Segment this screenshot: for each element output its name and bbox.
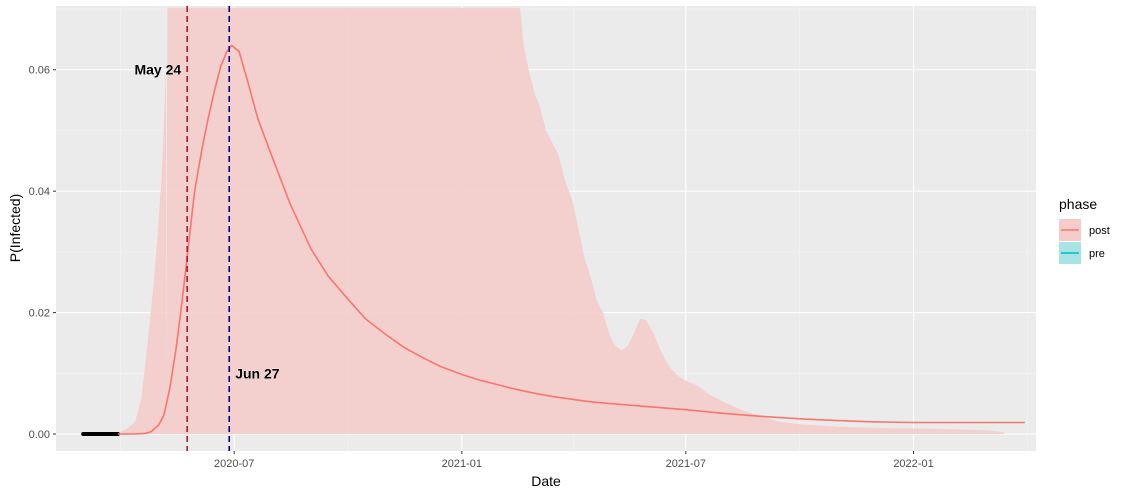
x-axis-title: Date — [531, 473, 561, 489]
vline-label: Jun 27 — [235, 365, 280, 381]
y-tick-label: 0.00 — [29, 429, 50, 441]
line-layer — [81, 44, 1025, 436]
x-tick-label: 2021-07 — [666, 458, 706, 470]
x-tick-label: 2020-07 — [214, 458, 254, 470]
legend-label-post: post — [1089, 225, 1110, 237]
vline-label: May 24 — [134, 62, 181, 78]
vline-layer: May 24 Jun 27 — [134, 6, 280, 451]
x-tick-label: 2021-01 — [442, 458, 482, 470]
y-tick-label: 0.02 — [29, 308, 50, 320]
y-tick-label: 0.04 — [29, 186, 50, 198]
post-series-line — [117, 44, 1025, 435]
legend-title: phase — [1059, 196, 1097, 212]
post-ribbon — [115, 7, 1004, 435]
y-axis: 0.00 0.02 0.04 0.06 — [29, 65, 56, 441]
x-tick-label: 2022-01 — [893, 458, 933, 470]
y-axis-title: P(Infected) — [7, 194, 23, 262]
ribbon-layer — [115, 7, 1004, 435]
legend-label-pre: pre — [1089, 248, 1105, 260]
x-axis: 2020-07 2021-01 2021-07 2022-01 — [214, 451, 934, 470]
legend: phase post pre — [1059, 196, 1110, 264]
y-tick-label: 0.06 — [29, 65, 50, 77]
